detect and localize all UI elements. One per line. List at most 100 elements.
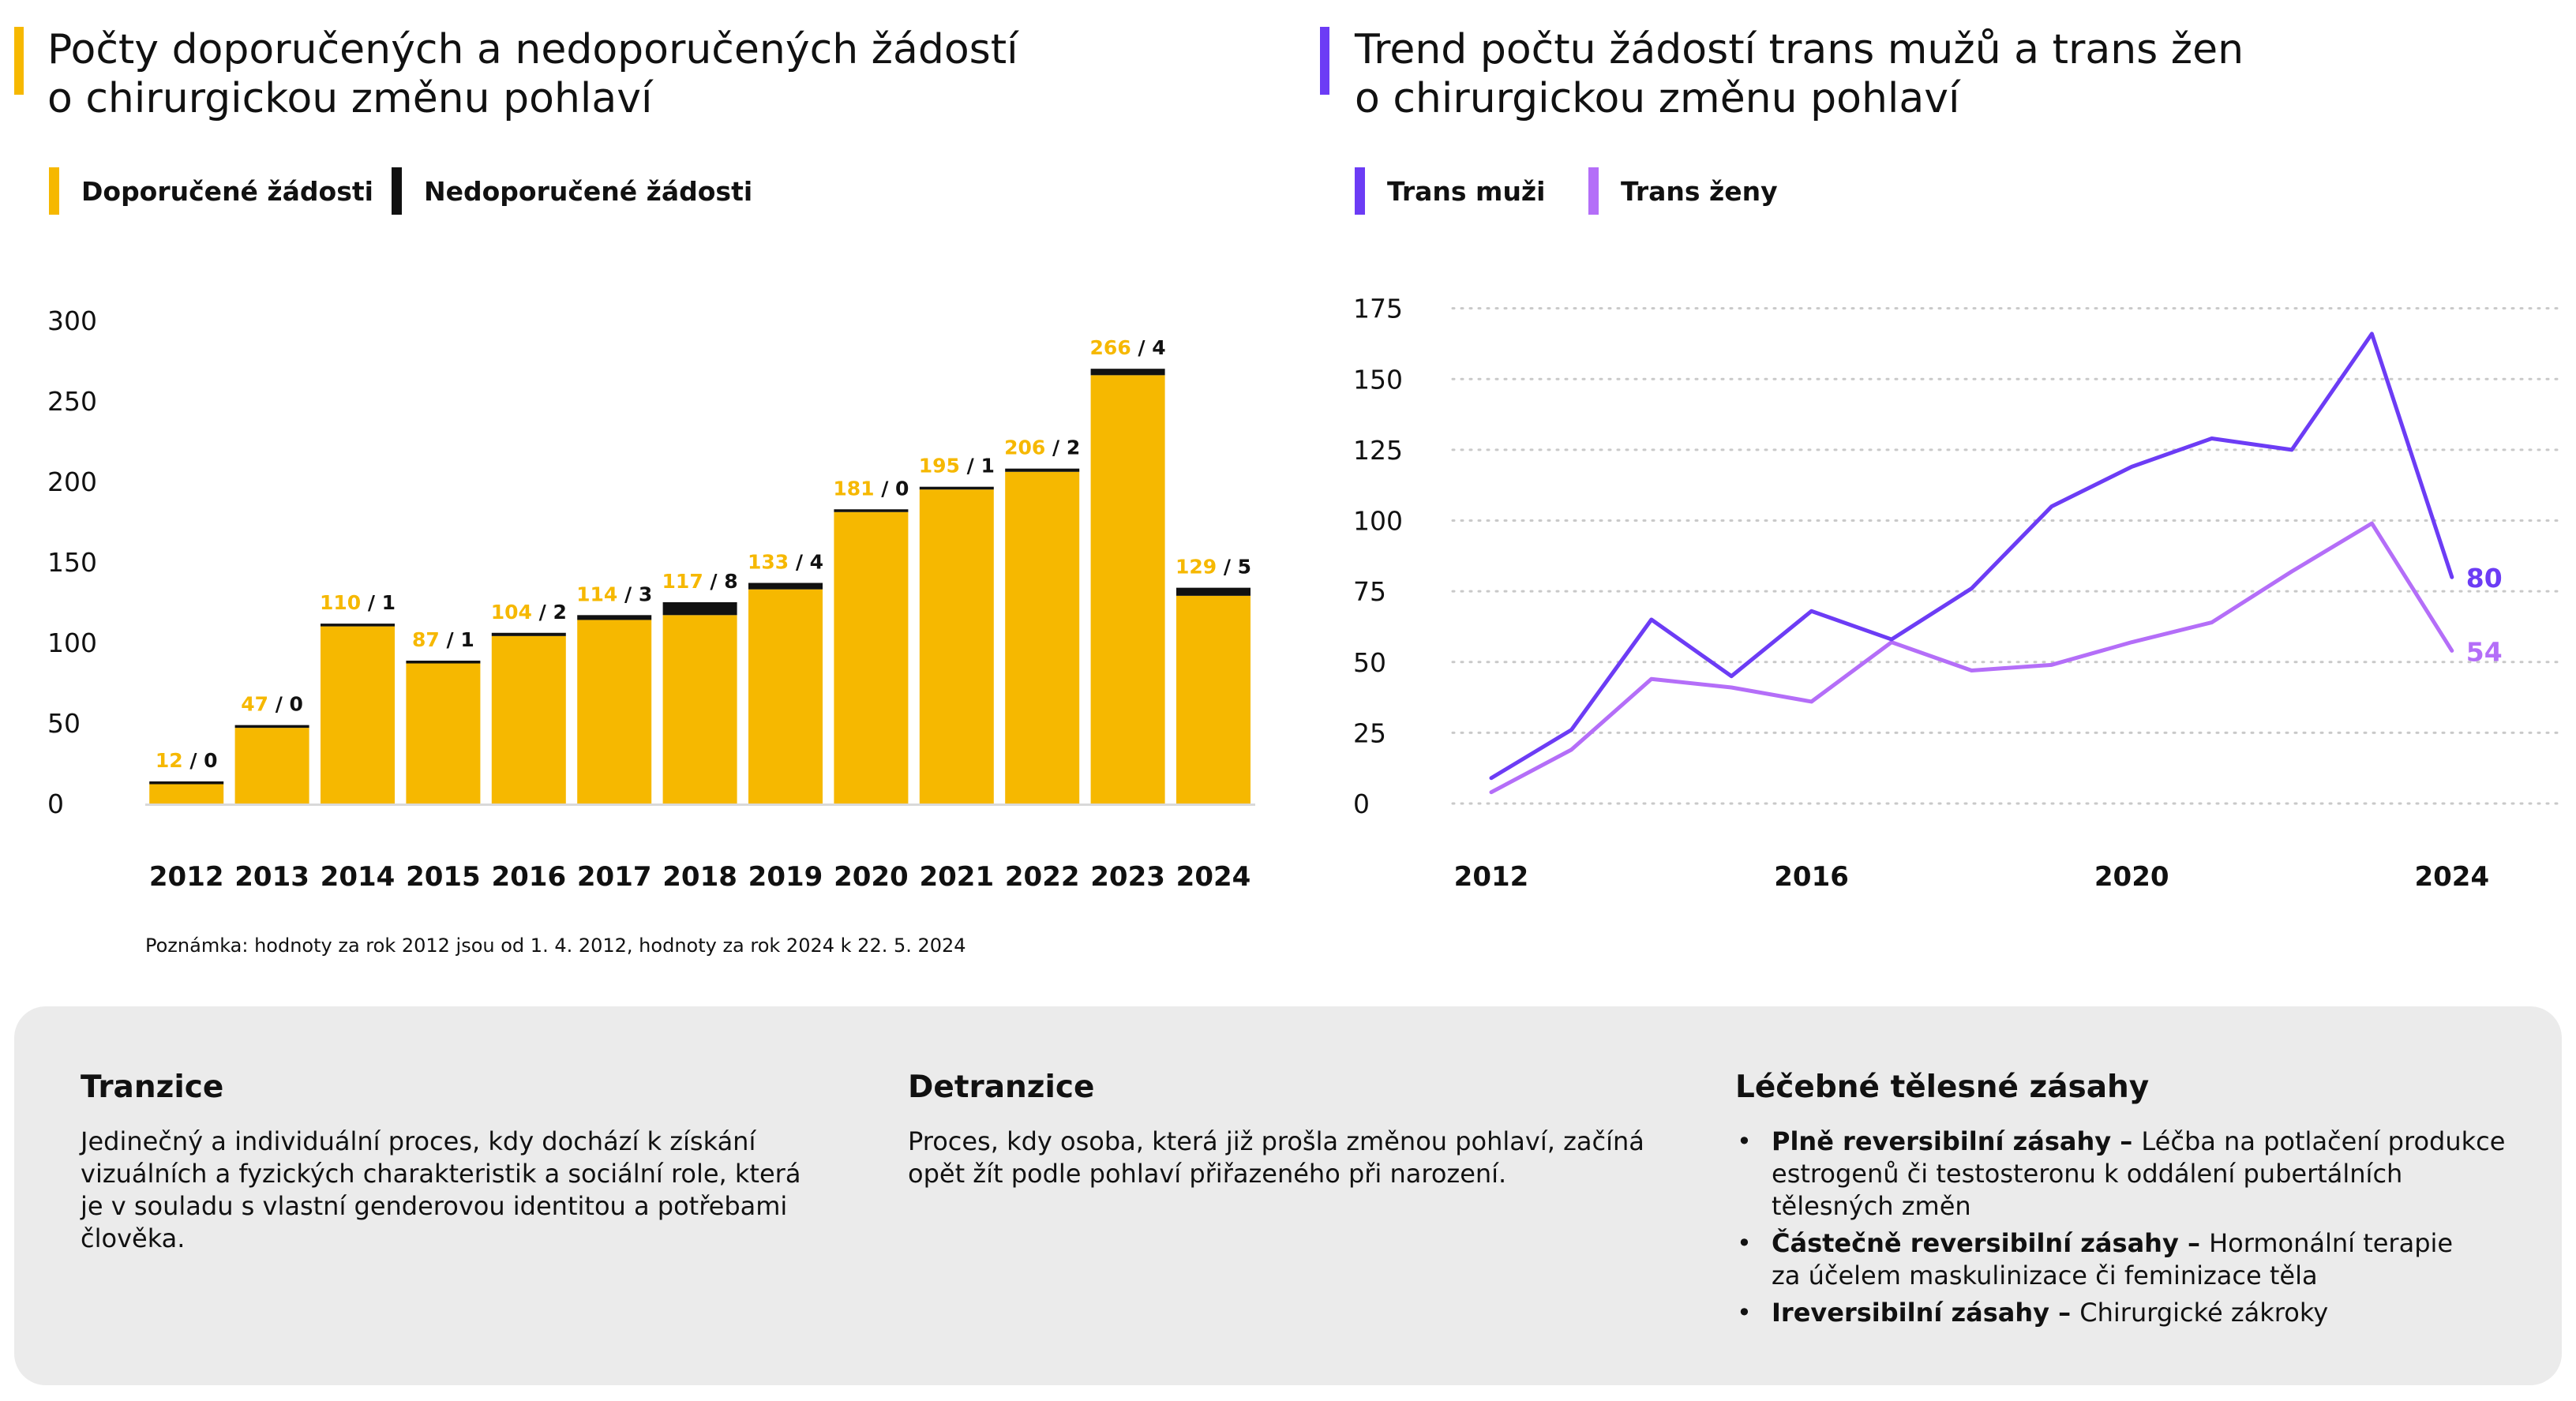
bar-data-label: 206 / 2 bbox=[1004, 436, 1080, 459]
bar-not-recommended bbox=[1090, 369, 1165, 376]
y-tick-label: 200 bbox=[47, 466, 97, 497]
bar-not-recommended bbox=[662, 602, 737, 616]
bar-not-recommended bbox=[491, 632, 566, 636]
x-tick-label: 2024 bbox=[1176, 861, 1251, 893]
bar-data-label-recommended: 47 bbox=[241, 693, 268, 716]
y-tick-label: 100 bbox=[1353, 506, 1403, 537]
y-tick-label: 125 bbox=[1353, 435, 1403, 466]
legend-item-not-recommended: Nedoporučené žádosti bbox=[392, 167, 752, 215]
x-tick-label: 2017 bbox=[577, 861, 652, 893]
y-tick-label: 75 bbox=[1353, 576, 1386, 607]
x-tick-label: 2013 bbox=[234, 861, 309, 893]
bar-recommended bbox=[406, 663, 481, 804]
bar-not-recommended bbox=[321, 624, 395, 627]
bar-data-label: 181 / 0 bbox=[833, 477, 909, 500]
bar-recommended bbox=[491, 635, 566, 804]
bar-data-label: 87 / 1 bbox=[412, 628, 474, 651]
x-tick-label: 2020 bbox=[2094, 861, 2169, 893]
definition-transition: Tranzice Jedinečný a individuální proces… bbox=[81, 1069, 854, 1255]
x-tick-label: 2012 bbox=[1454, 861, 1529, 893]
chart-note: Poznámka: hodnoty za rok 2012 jsou od 1.… bbox=[145, 935, 966, 957]
definitions-panel: Tranzice Jedinečný a individuální proces… bbox=[14, 1006, 2562, 1385]
bar-data-label-not-recommended: / 2 bbox=[532, 601, 567, 624]
bar-data-label-recommended: 195 bbox=[919, 455, 960, 478]
treatment-item-partially-reversible: Částečně reversibilní zásahy – Hormonáln… bbox=[1735, 1227, 2525, 1292]
treatment-item-fully-reversible: Plně reversibilní zásahy – Léčba na potl… bbox=[1735, 1126, 2525, 1223]
definition-treatments: Léčebné tělesné zásahy Plně reversibilní… bbox=[1735, 1069, 2525, 1334]
legend-swatch-trans-women bbox=[1588, 167, 1599, 215]
y-tick-label: 25 bbox=[1353, 717, 1386, 748]
bar-chart: 0 50 100 150 200 250 300 12 / 0 2012 47 / 0 2013 11… bbox=[47, 305, 1255, 893]
bar-recommended bbox=[321, 626, 395, 804]
right-chart-title: Trend počtu žádostí trans mužů a trans ž… bbox=[1355, 26, 2244, 122]
bar-not-recommended bbox=[748, 583, 823, 590]
y-tick-label: 50 bbox=[47, 708, 81, 739]
y-tick-label: 0 bbox=[1353, 789, 1370, 819]
bar-data-label-recommended: 104 bbox=[491, 601, 532, 624]
bar-recommended bbox=[1176, 595, 1251, 804]
y-tick-label: 175 bbox=[1353, 294, 1403, 324]
bar-data-label-not-recommended: / 8 bbox=[703, 570, 738, 593]
bar-not-recommended bbox=[406, 661, 481, 664]
bar-recommended bbox=[662, 615, 737, 804]
bar-data-label-recommended: 110 bbox=[320, 591, 361, 614]
left-title-accent-bar bbox=[14, 27, 24, 95]
bar-data-label-not-recommended: / 0 bbox=[268, 693, 303, 716]
bar-not-recommended bbox=[834, 509, 909, 512]
bar-data-label-recommended: 114 bbox=[576, 583, 617, 605]
x-tick-label: 2019 bbox=[748, 861, 823, 893]
bar-data-label-recommended: 133 bbox=[748, 551, 789, 574]
legend-label-trans-women: Trans ženy bbox=[1621, 175, 1778, 207]
series-line-trans-men bbox=[1489, 332, 2454, 781]
definition-detransition: Detranzice Proces, kdy osoba, která již … bbox=[908, 1069, 1682, 1190]
end-label-trans-women: 54 bbox=[2466, 636, 2503, 667]
bar-data-label-not-recommended: / 0 bbox=[183, 749, 218, 772]
x-tick-label: 2024 bbox=[2414, 861, 2489, 893]
legend-label-trans-men: Trans muži bbox=[1387, 175, 1546, 207]
definition-heading-detransition: Detranzice bbox=[908, 1069, 1095, 1105]
legend-item-trans-women: Trans ženy bbox=[1588, 167, 1778, 215]
bar-data-label: 104 / 2 bbox=[491, 601, 567, 624]
y-tick-label: 150 bbox=[47, 547, 97, 578]
bar-data-label-not-recommended: / 5 bbox=[1217, 556, 1251, 579]
line-chart: 0 25 50 75 100 125 150 175 2012 2016 2020 2024 54 80 bbox=[1353, 294, 2563, 893]
x-tick-label: 2018 bbox=[662, 861, 737, 893]
bar-data-label: 114 / 3 bbox=[576, 583, 652, 605]
bar-not-recommended bbox=[1005, 468, 1080, 472]
legend-label-recommended: Doporučené žádosti bbox=[81, 175, 373, 207]
bar-data-label-not-recommended: / 4 bbox=[789, 551, 823, 574]
treatment-item-irreversible: Ireversibilní zásahy – Chirurgické zákro… bbox=[1735, 1297, 2525, 1329]
bar-data-label-not-recommended: / 2 bbox=[1045, 436, 1080, 459]
bar-recommended bbox=[1005, 471, 1080, 804]
left-chart-title: Počty doporučených a nedoporučených žádo… bbox=[47, 26, 1018, 122]
bar-data-label: 129 / 5 bbox=[1176, 556, 1251, 579]
x-tick-label: 2021 bbox=[919, 861, 994, 893]
y-tick-label: 0 bbox=[47, 789, 64, 819]
x-tick-label: 2022 bbox=[1005, 861, 1080, 893]
x-tick-label: 2016 bbox=[491, 861, 566, 893]
x-tick-label: 2016 bbox=[1774, 861, 1849, 893]
legend-swatch-not-recommended bbox=[392, 167, 402, 215]
definition-heading-transition: Tranzice bbox=[81, 1069, 224, 1105]
bar-data-label: 47 / 0 bbox=[241, 693, 303, 716]
bar-recommended bbox=[748, 589, 823, 804]
bar-data-label: 12 / 0 bbox=[156, 749, 218, 772]
end-label-trans-men: 80 bbox=[2466, 563, 2503, 594]
bar-data-label: 117 / 8 bbox=[662, 570, 738, 593]
x-tick-label: 2020 bbox=[834, 861, 909, 893]
bar-not-recommended bbox=[149, 781, 224, 785]
x-tick-label: 2014 bbox=[321, 861, 396, 893]
y-tick-label: 100 bbox=[47, 627, 97, 658]
bar-data-label-not-recommended: / 0 bbox=[875, 477, 909, 500]
y-tick-label: 250 bbox=[47, 386, 97, 417]
series-line-trans-women bbox=[1489, 521, 2454, 795]
bar-data-label-not-recommended: / 1 bbox=[960, 455, 995, 478]
bar-not-recommended bbox=[919, 486, 994, 490]
bar-recommended bbox=[234, 728, 309, 804]
bar-data-label-not-recommended: / 4 bbox=[1131, 336, 1166, 359]
legend-label-not-recommended: Nedoporučené žádosti bbox=[424, 175, 753, 207]
x-tick-label: 2015 bbox=[406, 861, 481, 893]
bar-data-label-recommended: 206 bbox=[1004, 436, 1045, 459]
bar-data-label-not-recommended: / 1 bbox=[440, 628, 474, 651]
bar-recommended bbox=[834, 511, 909, 804]
